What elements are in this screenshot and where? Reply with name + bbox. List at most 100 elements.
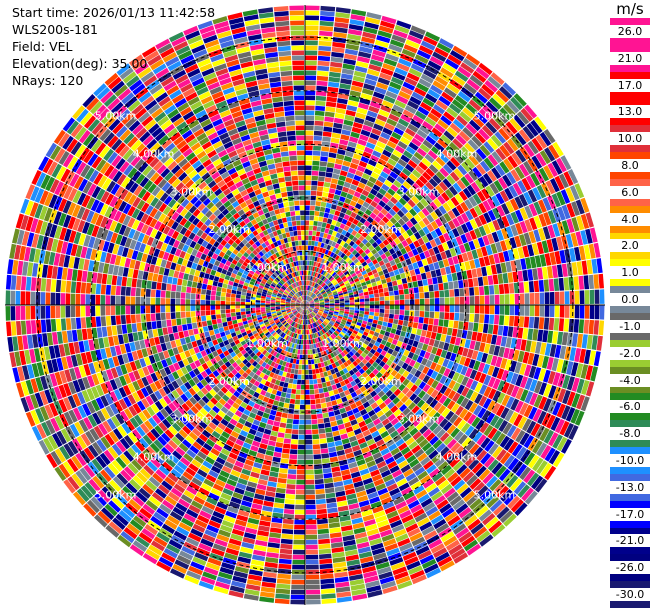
velocity-gate (397, 538, 411, 547)
velocity-gate (325, 172, 333, 178)
velocity-gate (164, 366, 172, 376)
velocity-gate (290, 439, 298, 445)
velocity-gate (190, 561, 205, 571)
velocity-gate (96, 439, 107, 452)
velocity-gate (448, 281, 454, 290)
velocity-gate (515, 387, 524, 400)
velocity-gate (528, 316, 535, 329)
velocity-gate (456, 395, 465, 405)
velocity-gate (333, 273, 338, 279)
velocity-gate (340, 433, 349, 440)
velocity-gate (305, 364, 309, 370)
velocity-gate (384, 543, 398, 552)
velocity-gate (330, 286, 335, 290)
velocity-gate (340, 284, 346, 289)
velocity-gate (266, 376, 273, 383)
velocity-gate (469, 443, 480, 455)
velocity-gate (358, 160, 368, 168)
velocity-gate (356, 322, 362, 327)
velocity-gate (337, 149, 346, 156)
velocity-gate (305, 200, 311, 206)
velocity-gate (363, 331, 369, 337)
velocity-gate (414, 310, 420, 317)
velocity-gate (345, 109, 356, 117)
velocity-gate (343, 478, 353, 486)
velocity-gate (428, 353, 436, 362)
velocity-gate (50, 417, 60, 432)
velocity-gate (336, 328, 341, 333)
velocity-gate (494, 417, 504, 430)
velocity-gate (144, 524, 158, 536)
velocity-gate (357, 272, 363, 278)
velocity-gate (345, 43, 359, 51)
velocity-gate (183, 453, 194, 463)
velocity-gate (472, 166, 483, 178)
velocity-gate (390, 561, 406, 571)
velocity-gate (487, 76, 502, 89)
velocity-gate (245, 404, 253, 412)
velocity-gate (334, 571, 348, 578)
velocity-gate (391, 280, 398, 286)
velocity-gate (326, 162, 335, 168)
velocity-gate (164, 519, 178, 530)
velocity-gate (162, 499, 175, 511)
velocity-gate (551, 237, 559, 252)
velocity-gate (343, 270, 349, 276)
velocity-gate (318, 257, 323, 263)
velocity-gate (226, 478, 237, 487)
velocity-gate (319, 357, 324, 363)
velocity-gate (325, 365, 330, 371)
velocity-gate (334, 330, 340, 335)
velocity-gate (170, 568, 185, 579)
velocity-gate (358, 51, 372, 59)
velocity-gate (205, 438, 216, 448)
velocity-gate (340, 520, 352, 527)
velocity-gate (539, 292, 545, 305)
velocity-gate (287, 413, 294, 419)
velocity-gate (494, 294, 500, 305)
velocity-gate (343, 181, 351, 189)
velocity-gate (186, 485, 198, 496)
velocity-gate (364, 276, 370, 282)
velocity-gate (359, 298, 365, 302)
velocity-gate (161, 552, 176, 563)
velocity-gate (211, 548, 225, 557)
velocity-gate (146, 406, 156, 417)
velocity-gate (396, 176, 405, 185)
velocity-gate (59, 413, 69, 428)
velocity-gate (140, 387, 150, 398)
velocity-gate (179, 384, 188, 393)
velocity-gate (489, 182, 499, 195)
velocity-gate (198, 399, 206, 408)
velocity-gate (532, 187, 542, 201)
velocity-gate (282, 313, 288, 317)
velocity-gate (337, 216, 344, 223)
velocity-gate (434, 364, 442, 373)
velocity-gate (423, 530, 438, 541)
velocity-gate (301, 379, 305, 385)
velocity-gate (479, 488, 492, 501)
velocity-gate (323, 243, 328, 249)
velocity-gate (579, 348, 586, 364)
velocity-gate (230, 332, 237, 338)
velocity-gate (324, 177, 332, 183)
velocity-gate (456, 115, 468, 127)
velocity-gate (273, 363, 279, 369)
velocity-gate (459, 262, 466, 272)
velocity-gate (379, 72, 392, 81)
velocity-gate (351, 588, 367, 596)
velocity-gate (317, 70, 329, 77)
velocity-gate (321, 291, 327, 295)
velocity-gate (411, 275, 417, 282)
velocity-gate (321, 283, 326, 288)
velocity-gate (319, 298, 324, 301)
velocity-gate (388, 286, 394, 292)
velocity-gate (345, 257, 351, 263)
velocity-gate (332, 351, 338, 357)
velocity-gate (381, 278, 387, 284)
velocity-gate (311, 318, 315, 323)
velocity-gate (124, 408, 134, 420)
velocity-gate (333, 324, 339, 329)
velocity-gate (408, 67, 422, 78)
velocity-gate (383, 317, 389, 323)
